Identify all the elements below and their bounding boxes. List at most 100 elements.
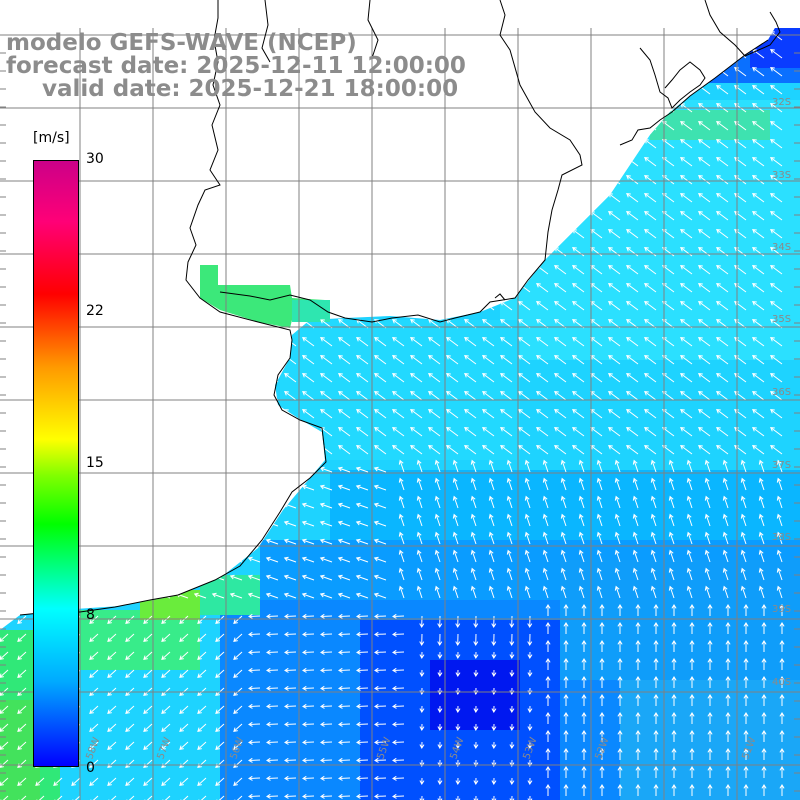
wind-arrow xyxy=(301,592,315,599)
wind-arrow xyxy=(740,513,747,527)
wind-arrow xyxy=(770,355,783,365)
wind-arrow xyxy=(301,520,315,527)
wind-arrow xyxy=(0,193,9,203)
wind-arrow xyxy=(233,705,243,715)
wind-arrow xyxy=(554,391,567,401)
wind-arrow xyxy=(632,549,639,563)
lat-label: 35S xyxy=(772,314,791,325)
wind-arrow xyxy=(212,247,225,257)
wind-arrow xyxy=(392,793,405,799)
wind-arrow xyxy=(17,615,27,625)
wind-arrow xyxy=(338,631,351,637)
wind-arrow xyxy=(617,640,623,652)
wind-arrow xyxy=(338,247,351,257)
wind-arrow xyxy=(13,574,27,581)
wind-arrow xyxy=(761,622,767,634)
wind-arrow xyxy=(302,193,315,203)
wind-arrow xyxy=(284,667,297,673)
wind-arrow xyxy=(143,741,153,751)
wind-arrow xyxy=(698,49,711,59)
wind-arrow xyxy=(446,265,459,275)
wind-arrow xyxy=(355,556,369,563)
wind-arrow xyxy=(488,585,495,599)
wind-arrow xyxy=(338,739,351,745)
wind-arrow xyxy=(509,669,515,677)
wind-arrow xyxy=(89,651,99,661)
wind-arrow xyxy=(373,466,387,473)
wind-arrow xyxy=(482,427,495,437)
wind-arrow xyxy=(470,567,477,581)
wind-arrow xyxy=(410,193,423,203)
wind-arrow xyxy=(452,495,459,509)
wind-arrow xyxy=(356,265,369,275)
wind-arrow xyxy=(284,139,297,149)
wind-arrow xyxy=(265,502,279,509)
wind-arrow xyxy=(374,211,387,221)
wind-arrow xyxy=(373,556,387,563)
wind-arrow xyxy=(581,640,587,652)
wind-arrow xyxy=(452,477,459,491)
wind-arrow xyxy=(17,633,27,643)
wind-arrow xyxy=(284,211,297,221)
wind-arrow xyxy=(85,484,99,491)
wind-arrow xyxy=(374,265,387,275)
wind-arrow xyxy=(122,355,135,365)
wind-arrow xyxy=(302,211,315,221)
wind-arrow xyxy=(545,784,551,796)
wind-arrow xyxy=(686,477,693,491)
wind-arrow xyxy=(215,723,225,733)
wind-arrow xyxy=(608,301,621,311)
wind-arrow xyxy=(482,337,495,347)
wind-arrow xyxy=(125,705,135,715)
wind-arrow xyxy=(410,31,423,41)
wind-arrow xyxy=(104,409,117,419)
wind-arrow xyxy=(194,373,207,383)
wind-arrow xyxy=(740,585,747,599)
wind-arrow xyxy=(758,531,765,545)
wind-arrow xyxy=(482,211,495,221)
wind-arrow xyxy=(374,685,387,691)
wind-arrow xyxy=(428,31,441,41)
wind-arrow xyxy=(689,712,695,724)
wind-arrow xyxy=(0,633,9,643)
wind-arrow xyxy=(157,574,171,581)
wind-arrow xyxy=(596,531,603,545)
wind-arrow xyxy=(752,211,765,221)
wind-arrow xyxy=(122,139,135,149)
wind-arrow xyxy=(608,49,621,59)
wind-arrow xyxy=(230,247,243,257)
wind-arrow xyxy=(248,157,261,167)
wind-arrow xyxy=(302,121,315,131)
wind-arrow xyxy=(428,121,441,131)
wind-arrow xyxy=(770,337,783,347)
wind-arrow xyxy=(0,741,9,751)
wind-arrow xyxy=(644,283,657,293)
wind-arrow xyxy=(428,211,441,221)
wind-arrow xyxy=(518,211,531,221)
wind-arrow xyxy=(320,739,333,745)
wind-arrow xyxy=(704,567,711,581)
wind-arrow xyxy=(193,520,207,527)
wind-arrow xyxy=(392,229,405,239)
wind-arrow xyxy=(626,265,639,275)
wind-arrow xyxy=(761,694,767,706)
wind-arrow xyxy=(779,712,785,724)
wind-arrow xyxy=(176,427,189,437)
wind-arrow xyxy=(86,175,99,185)
wind-arrow xyxy=(599,640,605,652)
wind-arrow xyxy=(284,721,297,727)
wind-arrow xyxy=(500,337,513,347)
wind-arrow xyxy=(215,669,225,679)
wind-arrow xyxy=(86,211,99,221)
wind-arrow xyxy=(743,640,749,652)
wind-arrow xyxy=(284,157,297,167)
wind-arrow xyxy=(608,211,621,221)
wind-arrow xyxy=(668,585,675,599)
wind-arrow xyxy=(248,445,261,455)
wind-arrow xyxy=(743,712,749,724)
wind-arrow xyxy=(104,391,117,401)
wind-arrow xyxy=(482,31,495,41)
wind-arrow xyxy=(689,622,695,634)
wind-arrow xyxy=(121,466,135,473)
wind-arrow xyxy=(175,574,189,581)
